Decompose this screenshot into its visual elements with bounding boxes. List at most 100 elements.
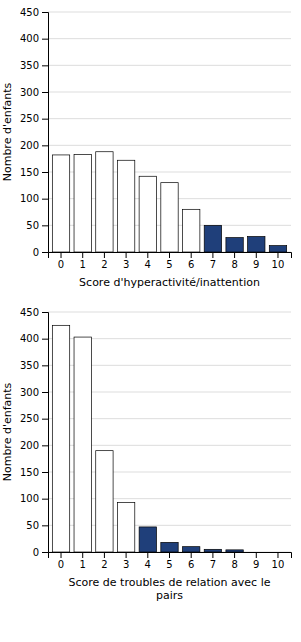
bar — [204, 225, 221, 252]
x-tick-mark — [147, 552, 148, 558]
x-tick-label: 2 — [101, 559, 107, 570]
y-axis-title: Nombre d'enfants — [1, 382, 14, 481]
y-tick-label: 200 — [20, 440, 39, 451]
grid-line — [48, 145, 291, 146]
x-tick: 1 — [80, 552, 86, 570]
x-tick-mark — [277, 552, 278, 558]
y-tick-mark — [42, 65, 48, 66]
bar — [269, 246, 286, 252]
x-tick-label: 9 — [253, 559, 259, 570]
x-tick-label: 9 — [253, 259, 259, 270]
x-tick-label: 5 — [166, 559, 172, 570]
x-tick-label: 4 — [145, 559, 151, 570]
bar — [52, 325, 69, 552]
bar — [139, 527, 156, 552]
x-tick-mark — [169, 552, 170, 558]
y-tick-label: 100 — [20, 493, 39, 504]
bar — [248, 552, 265, 553]
y-tick: 50 — [26, 220, 48, 231]
plot-area — [52, 325, 243, 552]
y-tick: 450 — [20, 307, 48, 318]
bar — [226, 238, 243, 252]
y-tick-mark — [42, 119, 48, 120]
x-tick: 7 — [210, 252, 216, 270]
x-tick-label: 0 — [58, 559, 64, 570]
y-tick-label: 50 — [26, 220, 39, 231]
bar — [269, 552, 286, 553]
x-tick: 3 — [123, 552, 129, 570]
x-tick-label: 4 — [145, 259, 151, 270]
x-axis: 012345678910 — [49, 552, 292, 570]
bar — [52, 155, 69, 252]
x-tick-label: 6 — [188, 259, 194, 270]
grid-line — [48, 92, 291, 93]
x-tick-mark — [277, 252, 278, 258]
y-tick-label: 250 — [20, 113, 39, 124]
grid-line — [48, 38, 291, 39]
y-axis-line — [42, 13, 49, 253]
x-tick-mark — [104, 252, 105, 258]
bar — [226, 550, 243, 552]
x-tick-mark — [256, 252, 257, 258]
x-tick-label: 3 — [123, 559, 129, 570]
bar — [117, 160, 134, 252]
y-tick-mark — [42, 252, 48, 253]
y-tick: 300 — [20, 387, 48, 398]
x-tick: 1 — [80, 252, 86, 270]
y-tick-mark — [42, 365, 48, 366]
x-tick-mark — [61, 552, 62, 558]
x-tick: 10 — [272, 252, 285, 270]
y-tick-label: 0 — [33, 547, 39, 558]
y-tick: 450 — [20, 7, 48, 18]
x-tick-label: 1 — [80, 559, 86, 570]
y-tick-label: 150 — [20, 467, 39, 478]
y-tick-label: 400 — [20, 333, 39, 344]
x-axis-line — [49, 553, 292, 559]
y-tick-label: 350 — [20, 360, 39, 371]
y-tick-label: 400 — [20, 33, 39, 44]
y-tick-mark — [42, 172, 48, 173]
x-tick-mark — [256, 552, 257, 558]
y-tick-label: 200 — [20, 140, 39, 151]
y-tick: 400 — [20, 333, 48, 344]
bar — [96, 451, 113, 552]
y-tick-mark — [42, 339, 48, 340]
y-tick-mark — [42, 92, 48, 93]
y-tick-label: 450 — [20, 307, 39, 318]
x-tick: 6 — [188, 552, 194, 570]
y-axis-line — [42, 313, 49, 553]
y-tick-mark — [42, 225, 48, 226]
x-axis-line — [49, 253, 292, 259]
x-tick-mark — [169, 252, 170, 258]
bar — [204, 549, 221, 552]
grid — [48, 312, 291, 552]
bar — [117, 502, 134, 552]
x-tick-mark — [191, 252, 192, 258]
bar — [161, 183, 178, 252]
y-tick-label: 100 — [20, 193, 39, 204]
x-tick-mark — [234, 552, 235, 558]
x-tick: 5 — [166, 552, 172, 570]
y-tick: 150 — [20, 167, 48, 178]
grid-line — [48, 118, 291, 119]
bar — [161, 542, 178, 552]
y-tick-label: 150 — [20, 167, 39, 178]
x-tick-label: 2 — [101, 259, 107, 270]
figure: 012345678910050100150200250300350400450S… — [0, 0, 301, 642]
y-tick-mark — [42, 312, 48, 313]
x-tick: 10 — [272, 552, 285, 570]
x-tick: 4 — [145, 552, 151, 570]
y-tick-mark — [42, 392, 48, 393]
y-axis: 050100150200250300350400450 — [20, 307, 49, 558]
y-tick-label: 300 — [20, 387, 39, 398]
x-tick-mark — [82, 552, 83, 558]
grid — [48, 12, 291, 252]
x-tick: 0 — [58, 252, 64, 270]
bar — [74, 337, 91, 552]
x-tick-label: 6 — [188, 559, 194, 570]
y-tick-label: 350 — [20, 60, 39, 71]
y-tick-mark — [42, 525, 48, 526]
y-tick-mark — [42, 499, 48, 500]
chart: 012345678910050100150200250300350400450S… — [1, 307, 292, 603]
x-tick-mark — [212, 552, 213, 558]
